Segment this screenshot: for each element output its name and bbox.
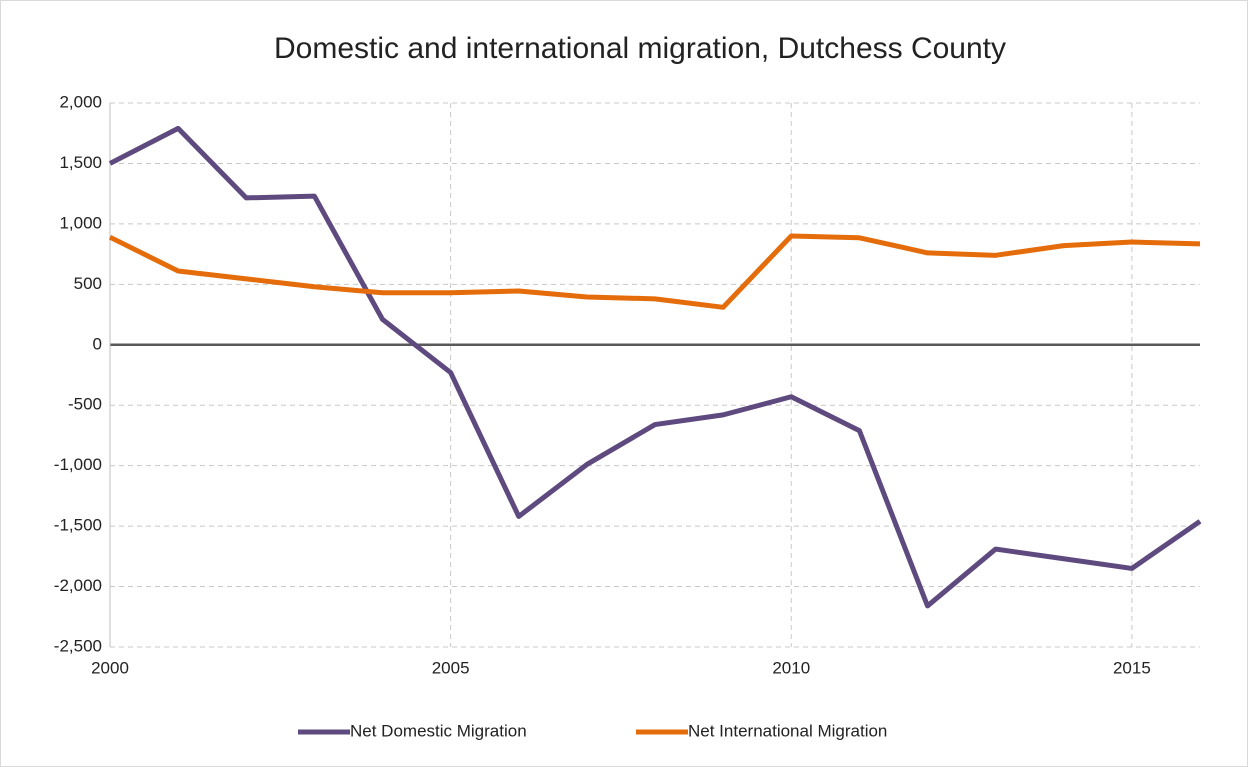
y-tick-label: 1,500 <box>59 153 102 172</box>
legend-label: Net International Migration <box>688 721 887 740</box>
x-tick-label: 2000 <box>91 658 129 677</box>
y-tick-label: -1,000 <box>54 455 102 474</box>
y-tick-label: 1,000 <box>59 213 102 232</box>
y-tick-label: -500 <box>68 395 102 414</box>
y-tick-label: -2,000 <box>54 576 102 595</box>
series-line <box>108 233 1201 310</box>
y-tick-label: 2,000 <box>59 92 102 111</box>
series-line <box>108 125 1202 609</box>
legend-label: Net Domestic Migration <box>350 721 527 740</box>
chart-title: Domestic and international migration, Du… <box>274 32 1006 65</box>
x-tick-label: 2015 <box>1113 658 1151 677</box>
y-tick-label: -1,500 <box>54 516 102 535</box>
x-tick-label: 2010 <box>772 658 810 677</box>
y-tick-label: 0 <box>93 334 102 353</box>
x-tick-label: 2005 <box>432 658 470 677</box>
y-tick-label: 500 <box>74 274 102 293</box>
y-tick-label: -2,500 <box>54 636 102 655</box>
